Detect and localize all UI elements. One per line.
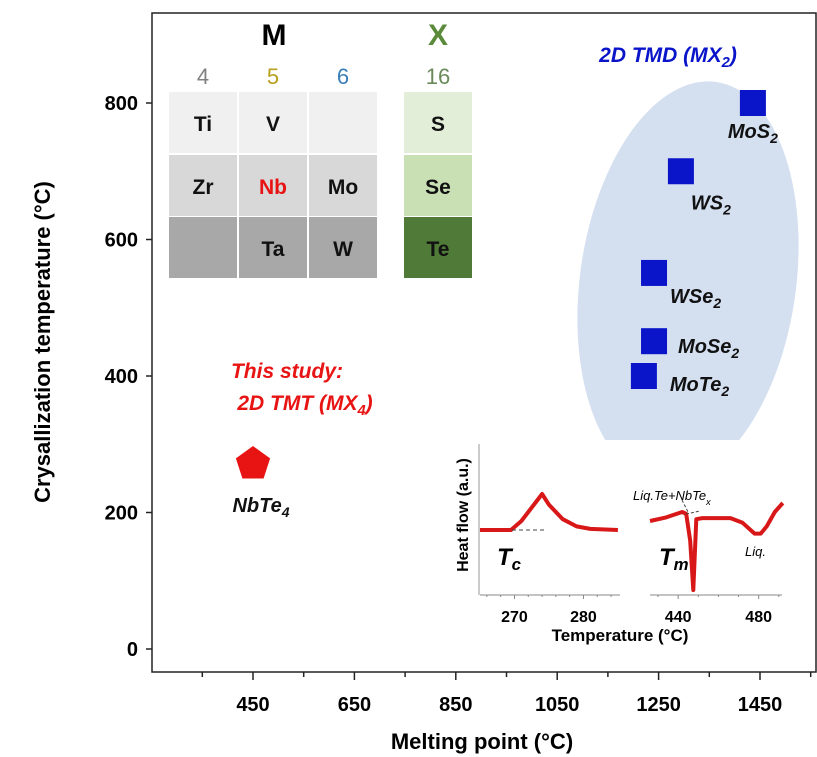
group-number: 16 <box>426 64 450 89</box>
data-label: MoSe2 <box>678 336 739 361</box>
data-label: NbTe4 <box>232 495 289 520</box>
group-number: 6 <box>337 64 349 89</box>
x-header: X <box>428 19 448 52</box>
tc-label: Tc <box>497 544 522 574</box>
inset-annotation-liq: Liq. <box>745 544 766 559</box>
element-cell <box>239 155 307 216</box>
x-axis-label: Melting point (°C) <box>391 729 573 754</box>
element-cell <box>404 155 472 216</box>
element-cell <box>404 92 472 153</box>
tmt-annotation-line1: This study: <box>231 360 343 383</box>
x-tick-label: 1450 <box>738 694 783 716</box>
element-symbol: S <box>431 113 445 136</box>
x-tick-label: 450 <box>236 694 269 716</box>
x-tick-label: 650 <box>338 694 371 716</box>
y-tick-label: 600 <box>105 230 138 252</box>
data-point-mos2 <box>739 90 766 116</box>
x-tick-label: 1050 <box>535 694 580 716</box>
element-cell <box>169 92 237 153</box>
element-symbol: Ti <box>194 113 212 136</box>
element-symbol: Se <box>425 176 451 199</box>
group-number: 4 <box>197 64 209 89</box>
inset-x-label: Temperature (°C) <box>552 626 689 645</box>
y-tick-label: 0 <box>127 639 138 661</box>
data-label: MoS2 <box>728 121 778 146</box>
element-symbol: Ta <box>262 238 285 261</box>
y-tick-label: 400 <box>105 366 138 388</box>
element-cell <box>309 155 377 216</box>
data-label: WS2 <box>691 192 731 217</box>
tmt-annotation-line2: 2D TMT (MX4) <box>236 392 372 419</box>
inset-tick-label: 280 <box>570 609 597 626</box>
m-header: M <box>262 19 287 52</box>
element-symbol: Nb <box>259 176 287 199</box>
element-cell <box>239 217 307 278</box>
y-axis-label: Crysallization temperature (°C) <box>30 181 55 503</box>
element-symbol: W <box>333 238 353 261</box>
inset-tick-label: 480 <box>745 609 772 626</box>
plot-frame <box>151 12 817 673</box>
y-tick-label: 800 <box>105 93 138 115</box>
element-symbol: Zr <box>193 176 214 199</box>
data-point-ws2 <box>667 158 694 185</box>
element-symbol: Te <box>427 238 450 261</box>
data-label: WSe2 <box>670 286 721 311</box>
x-tick-label: 1250 <box>636 694 681 716</box>
inset-y-label: Heat flow (a.u.) <box>455 458 472 572</box>
x-tick-label: 850 <box>439 694 472 716</box>
inset-annotation-liq-te: Liq.Te+NbTex <box>633 488 711 507</box>
element-cell <box>309 92 377 153</box>
tmd-annotation: 2D TMD (MX2) <box>598 44 737 71</box>
element-symbol: Mo <box>328 176 358 199</box>
annotation-leader <box>681 499 689 513</box>
data-point-mose2 <box>641 328 668 355</box>
dsc-curve-left <box>480 492 618 532</box>
dsc-curve-right <box>649 501 785 593</box>
data-point-nbte4 <box>235 445 271 479</box>
tm-onset-line <box>685 510 701 515</box>
inset-tick-label: 270 <box>501 609 528 626</box>
element-cell <box>404 217 472 278</box>
y-tick-label: 200 <box>105 503 138 525</box>
element-cell <box>169 155 237 216</box>
inset-background <box>472 440 792 640</box>
element-cell <box>169 217 237 278</box>
element-cell <box>239 92 307 153</box>
data-point-mote2 <box>630 363 657 389</box>
data-label: MoTe2 <box>670 374 729 399</box>
inset-tick-label: 440 <box>665 609 692 626</box>
data-point-wse2 <box>641 259 668 286</box>
element-cell <box>309 217 377 278</box>
element-symbol: V <box>266 113 280 136</box>
group-number: 5 <box>267 64 279 89</box>
tm-label: Tm <box>659 544 689 574</box>
